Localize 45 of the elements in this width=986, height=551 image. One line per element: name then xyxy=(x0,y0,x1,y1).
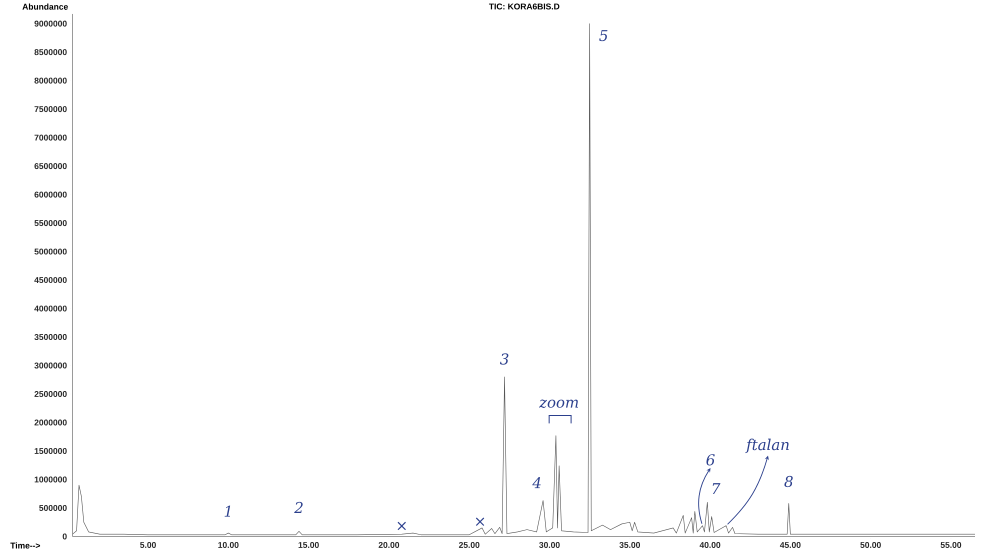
y-tick-label: 6000000 xyxy=(34,191,67,198)
y-tick-label: 0 xyxy=(62,533,67,540)
x-tick-label: 30.00 xyxy=(539,542,560,548)
x-tick-label: 50.00 xyxy=(860,542,881,548)
annotation: 2 xyxy=(294,502,303,513)
chart-title: TIC: KORA6BIS.D xyxy=(488,3,560,10)
x-tick-label: 15.00 xyxy=(298,542,319,548)
annotation: zoom xyxy=(539,399,578,408)
annotation: 5 xyxy=(599,30,608,41)
y-tick-label: 5500000 xyxy=(34,220,67,226)
annotation: 3 xyxy=(500,353,508,364)
y-tick-label: 8000000 xyxy=(34,77,67,84)
x-tick-label: 25.00 xyxy=(458,542,480,548)
y-tick-label: 2500000 xyxy=(34,390,67,397)
annotation: 6 xyxy=(706,454,715,466)
y-tick-label: 3500000 xyxy=(34,334,67,340)
annotation: 7 xyxy=(712,482,720,494)
annotation: × xyxy=(476,517,484,526)
x-axis-title: Time--> xyxy=(10,542,40,548)
y-tick-label: 4500000 xyxy=(34,276,67,283)
annotation: × xyxy=(398,522,406,530)
y-tick-label: 1500000 xyxy=(34,448,67,454)
x-tick-label: 20.00 xyxy=(378,542,400,548)
annotation: 4 xyxy=(532,476,541,488)
y-tick-label: 4000000 xyxy=(34,305,67,312)
y-tick-label: 8500000 xyxy=(34,48,67,55)
x-tick-label: 10.00 xyxy=(218,542,239,548)
y-tick-label: 500000 xyxy=(39,504,67,511)
x-tick-label: 35.00 xyxy=(619,542,640,548)
y-tick-label: 3000000 xyxy=(34,362,67,368)
y-tick-label: 5000000 xyxy=(34,248,67,254)
y-tick-label: 9000000 xyxy=(34,20,67,26)
y-tick-label: 2000000 xyxy=(34,419,67,426)
y-tick-label: 7500000 xyxy=(34,106,67,112)
y-axis-title: Abundance xyxy=(22,3,68,10)
x-tick-label: 40.00 xyxy=(700,542,720,548)
annotation: 1 xyxy=(224,505,230,516)
annotation: ftalan xyxy=(745,438,789,453)
annotation: 8 xyxy=(784,476,793,487)
y-tick-label: 1000000 xyxy=(34,476,67,482)
x-tick-label: 55.00 xyxy=(940,542,962,548)
y-tick-label: 7000000 xyxy=(34,134,67,140)
y-tick-label: 6500000 xyxy=(34,162,67,169)
x-tick-label: 5.00 xyxy=(140,542,156,548)
x-tick-label: 45.00 xyxy=(780,542,801,548)
